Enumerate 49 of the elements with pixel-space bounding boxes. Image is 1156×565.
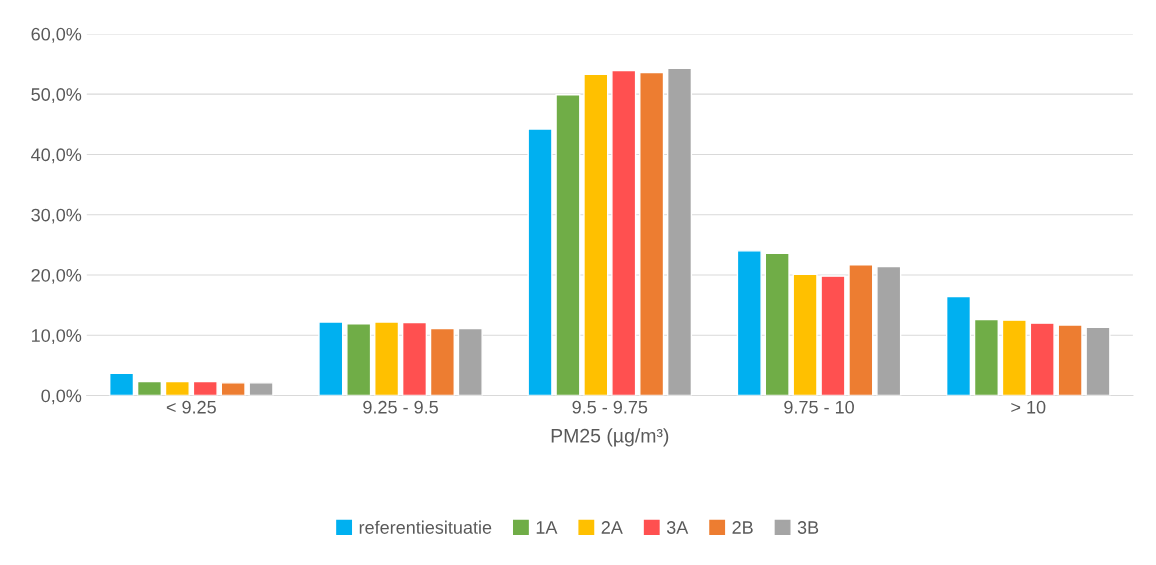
bar: [109, 372, 135, 396]
y-tick-label: 10,0%: [32, 329, 82, 345]
bar: [945, 295, 972, 396]
bar: [820, 275, 846, 396]
bar: [220, 382, 246, 396]
bar: [401, 321, 428, 396]
x-tick-label: 9.25 - 9.5: [363, 400, 438, 414]
bar: [848, 264, 874, 396]
bar: [164, 380, 190, 396]
bar: [736, 250, 762, 396]
bar: [973, 318, 999, 396]
bar: [248, 382, 274, 396]
legend-label: 1A: [536, 521, 558, 534]
bar: [346, 323, 372, 396]
x-tick-label: > 10: [1011, 400, 1046, 414]
x-tick-label: 9.5 - 9.75: [572, 400, 648, 414]
bar: [583, 73, 609, 396]
bar: [639, 71, 665, 396]
bar: [318, 321, 344, 396]
bar: [764, 252, 790, 396]
bar: [1029, 322, 1055, 396]
legend-label: 2A: [601, 521, 623, 534]
x-tick-label: 9.75 - 10: [784, 400, 854, 414]
legend-label: referentiesituatie: [359, 520, 492, 534]
x-axis-title: PM25 (µg/m³): [551, 428, 669, 447]
bar: [457, 327, 483, 396]
bar: [192, 380, 218, 396]
bar: [1085, 326, 1111, 396]
bar: [527, 128, 553, 396]
legend-label: 2B: [732, 521, 753, 534]
y-tick-label: 0,0%: [41, 389, 82, 405]
bar: [374, 321, 400, 396]
y-tick-label: 40,0%: [31, 148, 82, 164]
bar: [429, 327, 455, 396]
bar: [136, 380, 163, 396]
legend-label: 3A: [666, 521, 689, 534]
bar: [1001, 319, 1027, 396]
bar: [792, 273, 818, 396]
bar: [666, 67, 693, 396]
bar: [876, 265, 902, 396]
y-tick-label: 20,0%: [31, 268, 82, 284]
bar: [1057, 324, 1083, 396]
x-tick-label: < 9.25: [166, 400, 216, 414]
bar: [611, 69, 637, 396]
bar: [555, 94, 581, 396]
y-tick-label: 60,0%: [31, 27, 82, 43]
legend-label: 3B: [797, 521, 819, 534]
y-tick-label: 50,0%: [31, 88, 82, 104]
y-tick-label: 30,0%: [31, 208, 82, 224]
